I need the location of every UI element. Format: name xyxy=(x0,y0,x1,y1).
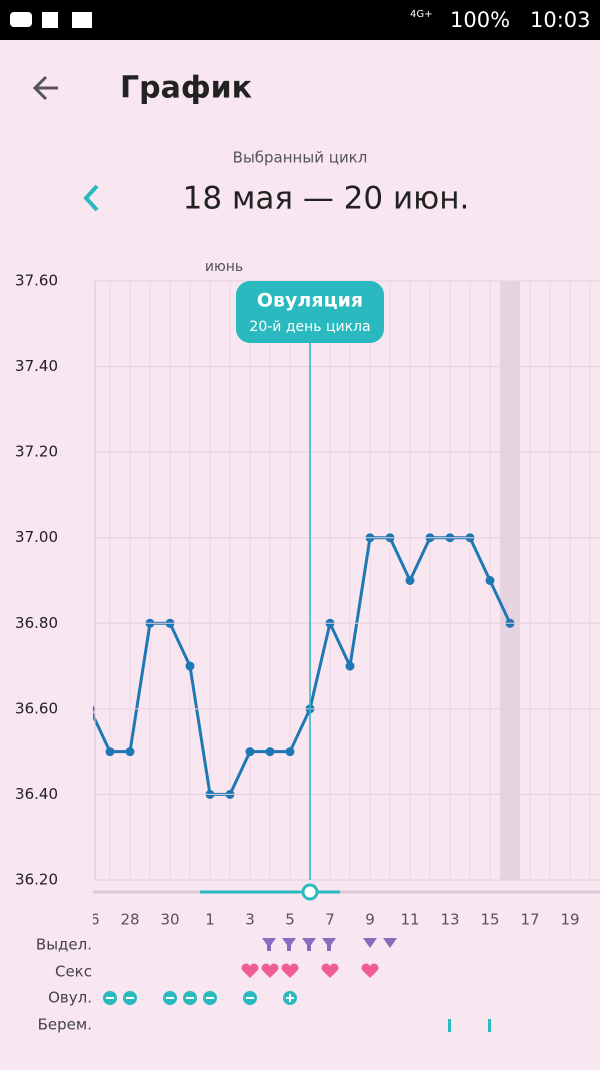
x-tick-label: 30 xyxy=(160,911,179,929)
y-tick-label: 36.60 xyxy=(15,699,58,717)
y-tick-label: 37.40 xyxy=(15,357,58,375)
prev-cycle[interactable] xyxy=(83,184,99,212)
heart-icons xyxy=(241,963,379,978)
y-tick-label: 36.40 xyxy=(15,785,58,803)
status-icon xyxy=(42,12,58,28)
month-label: июнь xyxy=(205,259,243,275)
cycle-range: 18 мая — 20 июн. xyxy=(183,181,470,217)
status-bar xyxy=(0,0,600,40)
x-tick-label: 19 xyxy=(560,911,579,929)
temperature-point xyxy=(265,747,275,757)
plot-area xyxy=(93,281,591,880)
y-tick-label: 36.80 xyxy=(15,614,58,632)
y-tick-label: 37.20 xyxy=(15,443,58,461)
x-tick-label: 1 xyxy=(205,911,215,929)
ovulation-subtitle: 20-й день цикла xyxy=(249,319,370,335)
row-label: Выдел. xyxy=(36,936,92,954)
temperature-point xyxy=(285,747,295,757)
time: 10:03 xyxy=(530,8,591,32)
row-label: Секс xyxy=(55,963,92,981)
x-tick-label: 13 xyxy=(440,911,459,929)
x-tick-label: 28 xyxy=(120,911,139,929)
temperature-point xyxy=(125,747,135,757)
y-tick-label: 37.60 xyxy=(15,272,58,290)
temperature-point xyxy=(185,661,195,671)
x-labels: 26 28 30 1 3 5 7 9 11 13 15 17 19 xyxy=(80,911,580,929)
x-tick-label: 9 xyxy=(365,911,375,929)
row-label: Берем. xyxy=(38,1016,92,1034)
temperature-point xyxy=(105,747,115,757)
chart: 36.20 36.40 36.60 36.80 37.00 37.20 37.40 37.60… xyxy=(15,259,600,929)
x-tick-label: 5 xyxy=(285,911,295,929)
network: 4G+ xyxy=(410,9,433,20)
x-tick-label: 15 xyxy=(480,911,499,929)
row-label: Овул. xyxy=(48,989,92,1007)
ovulation-icons xyxy=(103,991,297,1005)
temperature-line xyxy=(93,536,512,796)
status-icon xyxy=(10,12,32,27)
pregnancy-icons xyxy=(448,1019,491,1032)
temperature-point xyxy=(245,747,255,757)
cycle-caption: Выбранный цикл xyxy=(233,149,368,167)
x-tick-label: 17 xyxy=(520,911,539,929)
x-tick-label: 7 xyxy=(325,911,335,929)
temperature-point xyxy=(485,576,495,585)
x-tick-label: 26 xyxy=(80,911,99,929)
status-icon xyxy=(72,12,92,28)
slider-thumb xyxy=(301,883,319,901)
header-title: График xyxy=(120,71,252,106)
x-tick-label: 11 xyxy=(400,911,419,929)
ovulation-title: Овуляция xyxy=(257,290,363,312)
temperature-point xyxy=(345,661,355,671)
x-tick-label: 3 xyxy=(245,911,255,929)
temperature-point xyxy=(93,705,95,713)
ovulation-badge xyxy=(236,281,384,343)
battery: 100% xyxy=(450,8,510,32)
back-button[interactable] xyxy=(32,75,58,101)
y-tick-label: 37.00 xyxy=(15,528,58,546)
discharge-icons xyxy=(262,938,397,951)
y-tick-label: 36.20 xyxy=(15,871,58,889)
temperature-point xyxy=(405,576,415,585)
